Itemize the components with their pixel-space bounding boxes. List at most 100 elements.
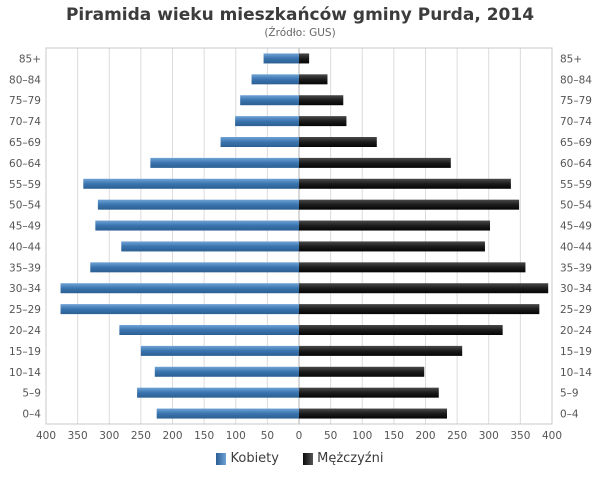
bar-male — [299, 178, 511, 189]
bar-male — [299, 220, 491, 231]
x-tick-label: 300 — [479, 430, 499, 442]
plot-frame — [45, 47, 553, 425]
bar-female — [251, 74, 299, 85]
bar-male — [299, 304, 540, 315]
x-tick-label: 400 — [542, 430, 562, 442]
bar-male — [299, 199, 520, 210]
age-label-right: 30–34 — [560, 283, 592, 295]
legend-label-male: Mężczyźni — [317, 451, 384, 466]
bar-male — [299, 325, 503, 335]
bar-female — [90, 262, 300, 273]
bar-male — [299, 262, 526, 273]
bar-male — [299, 408, 448, 419]
age-label-right: 10–14 — [560, 367, 592, 379]
x-tick-label: 300 — [99, 430, 119, 442]
bar-male — [299, 95, 344, 106]
age-label-left: 35–39 — [9, 262, 41, 274]
bar-male — [299, 157, 451, 168]
age-label-right: 70–74 — [560, 116, 592, 128]
x-tick-label: 250 — [447, 430, 467, 442]
age-label-left: 75–79 — [9, 95, 41, 107]
bar-female — [121, 241, 299, 252]
legend-swatch-male — [303, 452, 314, 465]
age-label-left: 80–84 — [9, 74, 41, 86]
age-label-right: 15–19 — [560, 346, 592, 358]
bar-female — [220, 137, 299, 147]
bar-male — [299, 74, 328, 85]
bar-male — [299, 116, 347, 127]
age-label-left: 60–64 — [9, 158, 41, 170]
bar-female — [137, 387, 299, 398]
bar-female — [150, 157, 299, 168]
legend-item-male[interactable]: Mężczyźni — [303, 451, 384, 466]
bar-female — [60, 304, 299, 315]
x-tick-label: 100 — [352, 430, 372, 442]
bar-male — [299, 345, 463, 356]
bar-male — [299, 283, 549, 294]
age-label-right: 45–49 — [560, 221, 592, 233]
x-tick-label: 200 — [162, 430, 182, 442]
legend-item-female[interactable]: Kobiety — [216, 451, 279, 466]
age-label-right: 0–4 — [560, 409, 579, 421]
age-label-right: 65–69 — [560, 137, 592, 149]
age-label-left: 45–49 — [9, 221, 41, 233]
age-label-left: 55–59 — [9, 179, 41, 191]
age-label-left: 50–54 — [9, 200, 41, 212]
chart-subtitle: (Źródło: GUS) — [264, 27, 336, 39]
bar-male — [299, 366, 425, 377]
age-label-left: 85+ — [19, 53, 41, 65]
bar-female — [235, 116, 299, 127]
age-label-right: 20–24 — [560, 325, 592, 337]
age-label-left: 15–19 — [9, 346, 41, 358]
bar-female — [60, 283, 299, 294]
age-label-left: 20–24 — [9, 325, 41, 337]
age-label-right: 75–79 — [560, 95, 592, 107]
bar-female — [83, 178, 299, 189]
bar-female — [240, 95, 299, 106]
x-tick-label: 350 — [510, 430, 530, 442]
age-label-right: 25–29 — [560, 304, 592, 316]
x-tick-label: 0 — [296, 430, 303, 442]
x-tick-label: 50 — [324, 430, 337, 442]
x-tick-label: 250 — [131, 430, 151, 442]
age-label-left: 30–34 — [9, 283, 41, 295]
chart-title: Piramida wieku mieszkańców gminy Purda, … — [65, 5, 535, 25]
bar-male — [299, 387, 439, 398]
age-label-right: 40–44 — [560, 241, 592, 253]
age-label-right: 60–64 — [560, 158, 592, 170]
bar-female — [97, 199, 300, 210]
bar-female — [156, 408, 299, 419]
age-label-left: 65–69 — [9, 137, 41, 149]
age-label-right: 80–84 — [560, 74, 592, 86]
x-tick-label: 200 — [415, 430, 435, 442]
x-tick-label: 150 — [194, 430, 214, 442]
x-tick-label: 100 — [226, 430, 246, 442]
bar-male — [299, 137, 377, 147]
legend-swatch-female — [216, 452, 227, 465]
age-label-left: 70–74 — [9, 116, 41, 128]
bar-female — [263, 53, 299, 64]
age-label-left: 40–44 — [9, 241, 41, 253]
legend: Kobiety Mężczyźni — [0, 451, 600, 469]
age-label-right: 85+ — [560, 53, 582, 65]
age-label-right: 5–9 — [560, 388, 579, 400]
x-tick-label: 150 — [384, 430, 404, 442]
bar-female — [140, 345, 299, 356]
x-tick-label: 400 — [36, 430, 56, 442]
age-label-left: 0–4 — [22, 409, 41, 421]
age-label-left: 10–14 — [9, 367, 41, 379]
legend-label-female: Kobiety — [230, 451, 279, 466]
x-tick-label: 50 — [261, 430, 274, 442]
age-label-left: 25–29 — [9, 304, 41, 316]
age-label-right: 35–39 — [560, 262, 592, 274]
bar-female — [95, 220, 300, 231]
bar-male — [299, 241, 485, 252]
bar-male — [299, 53, 310, 64]
x-tick-label: 350 — [68, 430, 88, 442]
age-label-right: 50–54 — [560, 200, 592, 212]
age-label-right: 55–59 — [560, 179, 592, 191]
age-label-left: 5–9 — [22, 388, 41, 400]
bar-female — [119, 325, 300, 335]
